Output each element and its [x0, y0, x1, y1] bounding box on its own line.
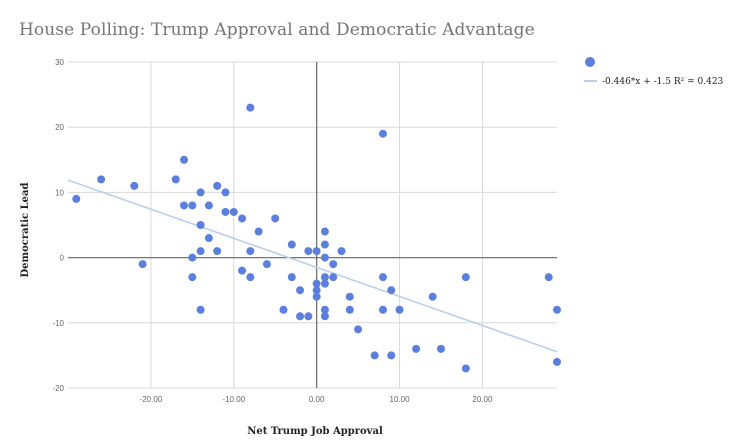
- data-point: [180, 155, 189, 164]
- data-point: [436, 344, 445, 353]
- data-point: [395, 305, 404, 314]
- data-point: [553, 357, 561, 366]
- data-point: [271, 214, 280, 223]
- data-point: [378, 305, 387, 314]
- data-point: [378, 129, 387, 138]
- data-point: [238, 266, 247, 275]
- data-point: [320, 273, 329, 282]
- data-point: [304, 312, 313, 321]
- data-point: [378, 273, 387, 282]
- x-axis-title: Net Trump Job Approval: [247, 426, 383, 437]
- data-point: [320, 279, 329, 288]
- data-point: [246, 247, 255, 256]
- data-point: [329, 273, 338, 282]
- data-points: [72, 103, 561, 373]
- data-point: [329, 260, 338, 269]
- data-point: [345, 292, 354, 301]
- data-point: [196, 188, 205, 197]
- data-point: [461, 273, 470, 282]
- data-point: [461, 364, 470, 373]
- data-point: [221, 207, 230, 216]
- x-tick-label: 20.00: [472, 395, 493, 404]
- grid-lines: [68, 61, 557, 389]
- data-point: [196, 305, 205, 314]
- x-tick-label: 0.00: [309, 395, 325, 404]
- legend: -0.446*x + -1.5 R² = 0.423: [584, 57, 724, 87]
- data-point: [171, 175, 180, 184]
- data-point: [213, 247, 222, 256]
- data-point: [312, 279, 321, 288]
- data-point: [320, 240, 329, 249]
- data-point: [138, 260, 147, 269]
- data-point: [246, 103, 255, 112]
- tick-labels: -20 -10 0 10 20 30 -20.00 -10.00 0.00 10.00 20.00: [52, 58, 493, 404]
- data-point: [428, 292, 437, 301]
- data-point: [196, 221, 205, 229]
- data-point: [262, 260, 271, 269]
- data-point: [320, 227, 329, 236]
- data-point: [204, 201, 213, 210]
- data-point: [304, 247, 313, 256]
- data-point: [320, 305, 329, 314]
- data-point: [188, 201, 197, 210]
- y-tick-label: 0: [60, 254, 65, 263]
- data-point: [238, 214, 247, 223]
- y-tick-label: 10: [55, 188, 64, 197]
- data-point: [312, 292, 321, 301]
- data-point: [287, 273, 296, 282]
- data-point: [229, 207, 238, 216]
- legend-series-marker: [585, 57, 595, 67]
- data-point: [196, 247, 205, 256]
- data-point: [337, 247, 346, 256]
- x-tick-label: 10.00: [390, 395, 411, 404]
- data-point: [188, 253, 197, 262]
- x-tick-label: -10.00: [222, 395, 245, 404]
- data-point: [246, 273, 255, 282]
- y-tick-label: 30: [55, 58, 64, 67]
- data-point: [296, 286, 305, 295]
- data-point: [254, 227, 263, 236]
- data-point: [296, 312, 305, 321]
- data-point: [72, 194, 81, 203]
- legend-trendline-label: -0.446*x + -1.5 R² = 0.423: [602, 77, 724, 87]
- y-tick-label: -20: [52, 384, 64, 393]
- data-point: [354, 325, 363, 334]
- data-point: [320, 253, 329, 262]
- trendline-layer: [67, 179, 558, 353]
- data-point: [370, 351, 379, 360]
- data-point: [387, 351, 396, 360]
- data-point: [345, 305, 354, 314]
- y-axis-title: Democratic Lead: [20, 183, 31, 278]
- data-point: [97, 175, 106, 184]
- chart-title: House Polling: Trump Approval and Democr…: [19, 20, 535, 40]
- data-point: [130, 181, 139, 190]
- y-tick-label: 20: [55, 123, 64, 132]
- data-point: [221, 188, 230, 197]
- data-point: [279, 305, 288, 314]
- data-point: [387, 286, 396, 295]
- data-point: [213, 181, 222, 190]
- data-point: [312, 286, 321, 295]
- data-point: [188, 273, 197, 282]
- data-point: [553, 305, 561, 314]
- data-point: [204, 234, 213, 243]
- data-point: [287, 240, 296, 249]
- x-tick-label: -20.00: [140, 395, 163, 404]
- zero-axes: [68, 62, 557, 388]
- trendline: [67, 179, 558, 353]
- data-point: [320, 312, 329, 321]
- data-point: [312, 247, 321, 256]
- data-point: [412, 344, 421, 353]
- data-point: [544, 273, 553, 282]
- data-point: [180, 201, 189, 210]
- y-tick-label: -10: [52, 319, 64, 328]
